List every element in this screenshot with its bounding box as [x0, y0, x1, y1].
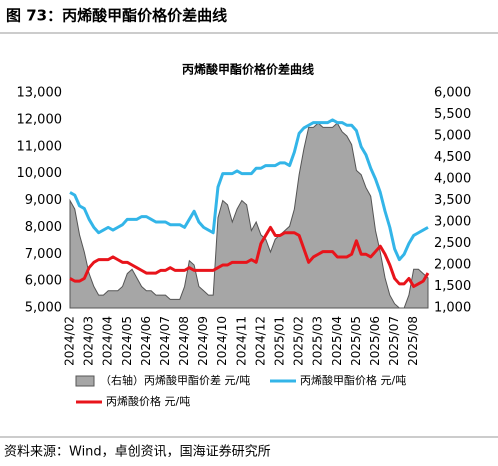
y2-tick-label: 1,500	[434, 279, 471, 294]
legend-label: 丙烯酸甲酯价格 元/吨	[300, 373, 406, 387]
x-tick-label: 2024/11	[234, 316, 248, 366]
x-tick-label: 2024/10	[215, 316, 229, 366]
source: 资料来源：Wind，卓创资讯，国海证券研究所	[4, 444, 271, 460]
x-tick-label: 2024/02	[63, 316, 77, 366]
chart-title: 丙烯酸甲酯价格价差曲线	[182, 62, 314, 77]
y-tick-label: 10,000	[17, 166, 63, 181]
y-tick-label: 5,000	[25, 301, 62, 316]
x-tick-label: 2024/05	[120, 316, 134, 366]
x-tick-label: 2024/06	[139, 316, 153, 366]
y2-tick-label: 1,000	[434, 301, 471, 316]
line	[69, 118, 429, 262]
x-tick-label: 2024/04	[101, 316, 115, 366]
x-tick-label: 2025/03	[311, 316, 325, 366]
x-tick-label: 2025/02	[292, 316, 306, 366]
x-tick-label: 2025/01	[273, 316, 287, 366]
x-tick-label: 2024/12	[253, 316, 267, 366]
y2-tick-label: 3,000	[434, 215, 471, 230]
x-tick-label: 2024/03	[82, 316, 96, 366]
x-tick-label: 2024/09	[196, 316, 210, 366]
legend-label: 丙烯酸价格 元/吨	[106, 394, 190, 408]
x-tick-label: 2025/05	[349, 316, 363, 366]
legend-label: （右轴）丙烯酸甲酯价差 元/吨	[100, 373, 250, 387]
y-tick-label: 9,000	[25, 193, 62, 208]
x-tick-label: 2025/04	[330, 316, 344, 366]
y-tick-label: 6,000	[25, 274, 62, 289]
y-tick-label: 8,000	[25, 220, 62, 235]
area	[69, 122, 429, 309]
y-tick-label: 11,000	[17, 139, 63, 154]
x-tick-label: 2025/08	[406, 316, 420, 366]
y-tick-label: 13,000	[17, 86, 63, 101]
y-tick-label: 7,000	[25, 247, 62, 262]
y2-tick-label: 3,500	[434, 193, 471, 208]
y2-tick-label: 2,500	[434, 236, 471, 251]
y2-tick-label: 4,000	[434, 172, 471, 187]
y2-tick-label: 4,500	[434, 150, 471, 165]
y2-tick-label: 6,000	[434, 86, 471, 101]
y-tick-label: 12,000	[17, 112, 63, 127]
y2-tick-label: 5,500	[434, 107, 471, 122]
y2-tick-label: 5,000	[434, 129, 471, 144]
line	[69, 225, 430, 288]
x-tick-label: 2024/08	[177, 316, 191, 366]
figure-title: 图 73：丙烯酸甲酯价格价差曲线	[6, 7, 227, 25]
x-tick-label: 2024/07	[158, 316, 172, 366]
y2-tick-label: 2,000	[434, 258, 471, 273]
x-tick-label: 2025/06	[368, 316, 382, 366]
legend-swatch	[75, 375, 95, 387]
x-tick-label: 2025/07	[387, 316, 401, 366]
